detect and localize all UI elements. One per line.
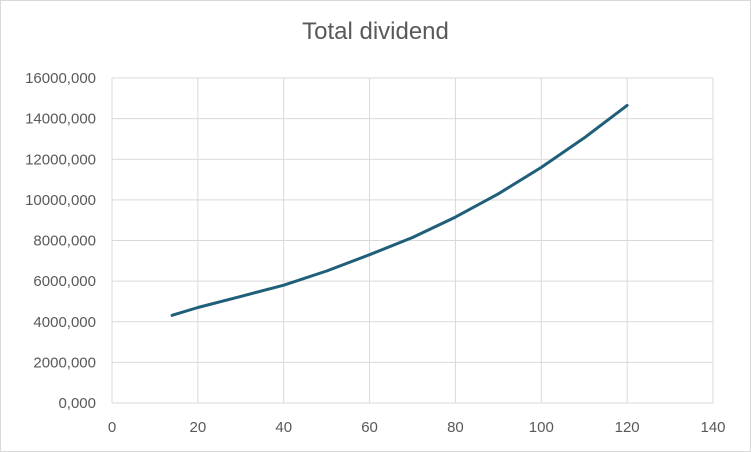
y-tick-label: 8000,000 [33,233,96,250]
x-tick-label: 0 [108,419,116,436]
x-tick-label: 120 [615,419,640,436]
y-tick-label: 10000,000 [25,192,96,209]
y-axis-ticks: 0,000 2000,000 4000,000 6000,000 8000,000 100… [25,70,96,412]
y-tick-label: 6000,000 [33,273,96,290]
chart-title: Total dividend [302,18,449,45]
y-tick-label: 0,000 [58,395,96,412]
x-tick-label: 100 [529,419,554,436]
y-tick-label: 4000,000 [33,314,96,331]
x-tick-label: 80 [447,419,464,436]
y-tick-label: 2000,000 [33,354,96,371]
series-group [170,103,629,317]
x-tick-label: 140 [700,419,725,436]
x-tick-label: 40 [275,419,292,436]
y-tick-label: 16000,000 [25,70,96,87]
series-line [170,103,629,317]
x-tick-label: 60 [361,419,378,436]
x-tick-label: 20 [190,419,207,436]
x-axis-ticks: 0 20 40 60 80 100 120 140 [108,419,726,436]
y-tick-label: 14000,000 [25,111,96,128]
y-tick-label: 12000,000 [25,151,96,168]
grid-lines [111,77,714,404]
